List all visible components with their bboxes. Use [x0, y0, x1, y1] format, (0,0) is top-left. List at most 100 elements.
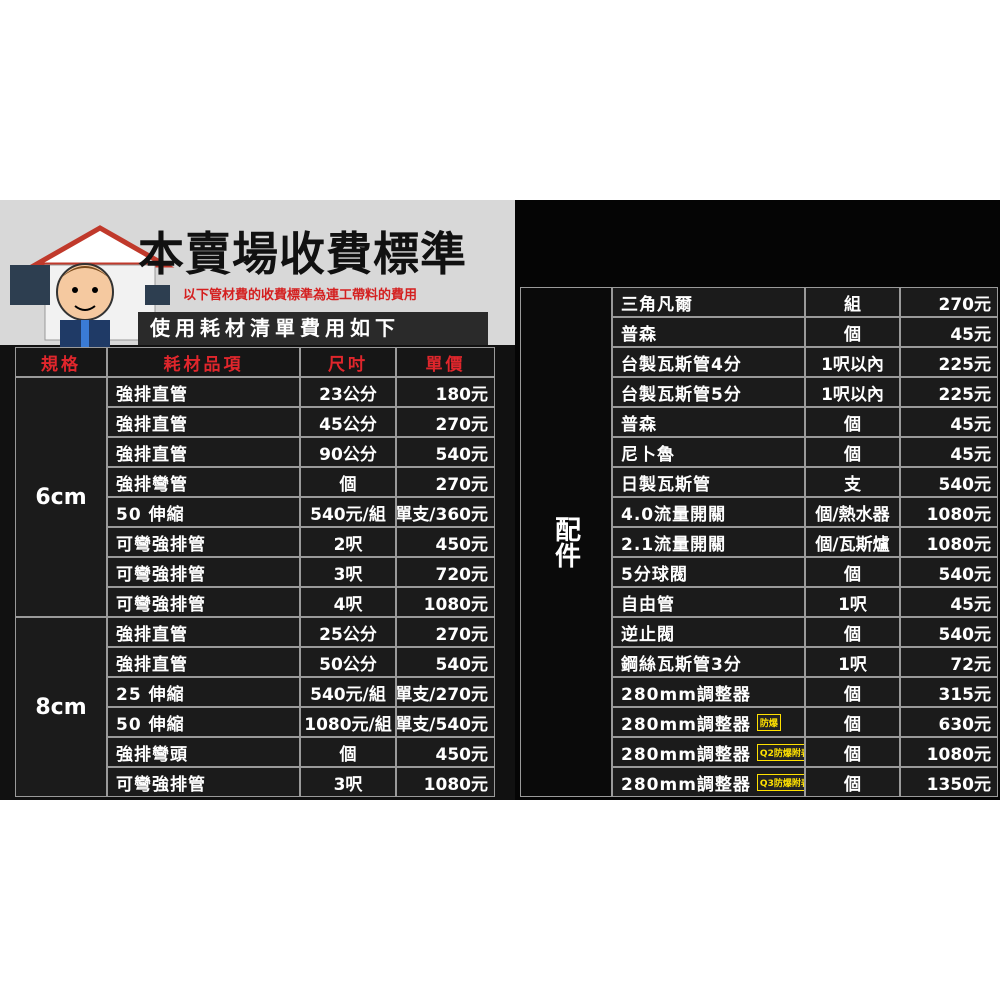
unit-cell: 個 [805, 737, 900, 767]
price-cell-text: 單支/360元 [396, 504, 488, 525]
price-cell: 225元 [900, 377, 998, 407]
item-cell: 強排直管 [107, 437, 300, 467]
price-cell: 45元 [900, 437, 998, 467]
unit-cell-text: 個/瓦斯爐 [815, 534, 890, 555]
category-cell-text: 配件 [550, 516, 581, 568]
item-cell-text: 強排直管 [116, 654, 188, 675]
size-cell-text: 個 [339, 744, 357, 765]
price-cell: 540元 [900, 617, 998, 647]
unit-cell-text: 支 [844, 474, 861, 495]
price-cell-text: 45元 [950, 444, 991, 465]
item-cell: 逆止閥 [612, 617, 805, 647]
size-cell-text: 4呎 [333, 594, 363, 615]
size-cell-text: 540元/組 [310, 504, 386, 525]
unit-cell-text: 個 [844, 624, 861, 645]
price-cell: 1080元 [396, 587, 495, 617]
item-cell-text: 三角凡爾 [621, 294, 693, 315]
item-cell: 尼卜魯 [612, 437, 805, 467]
unit-cell: 個 [805, 617, 900, 647]
price-cell: 1080元 [396, 767, 495, 797]
price-cell: 540元 [396, 647, 495, 677]
tag: Q2防爆附表 [756, 743, 804, 761]
size-cell-text: 3呎 [333, 564, 363, 585]
unit-cell-text: 個 [844, 744, 861, 765]
price-cell-text: 1080元 [926, 504, 991, 525]
size-cell-text: 個 [339, 474, 357, 495]
price-cell-text: 單支/540元 [396, 714, 488, 735]
size-cell: 23公分 [300, 377, 396, 407]
spec-cell-text: 8cm [35, 694, 87, 720]
item-cell: 280mm調整器 Q2防爆附表 [612, 737, 805, 767]
item-cell: 強排直管 [107, 617, 300, 647]
column-header: 耗材品項 [107, 347, 300, 377]
price-cell-text: 450元 [435, 534, 489, 555]
item-cell: 台製瓦斯管5分 [612, 377, 805, 407]
price-cell: 45元 [900, 587, 998, 617]
size-cell: 540元/組 [300, 497, 396, 527]
unit-cell-text: 個 [844, 714, 861, 735]
item-cell-text: 可彎強排管 [116, 564, 206, 585]
subtitle: 以下管材費的收費標準為連工帶料的費用 [183, 288, 418, 303]
price-cell-text: 72元 [950, 654, 991, 675]
unit-cell: 組 [805, 287, 900, 317]
item-cell-text: 25 伸縮 [116, 684, 185, 705]
unit-cell: 個 [805, 317, 900, 347]
price-cell: 315元 [900, 677, 998, 707]
price-cell: 45元 [900, 407, 998, 437]
size-cell-text: 45公分 [319, 414, 377, 435]
item-cell: 台製瓦斯管4分 [612, 347, 805, 377]
smile [74, 305, 96, 311]
unit-cell-text: 1呎以內 [821, 354, 884, 375]
size-cell: 50公分 [300, 647, 396, 677]
price-cell: 630元 [900, 707, 998, 737]
size-cell-text: 3呎 [333, 774, 363, 795]
item-cell: 自由管 [612, 587, 805, 617]
size-cell-text: 90公分 [319, 444, 377, 465]
item-cell-text: 50 伸縮 [116, 504, 185, 525]
size-cell: 90公分 [300, 437, 396, 467]
price-cell-text: 225元 [938, 354, 992, 375]
item-cell: 普森 [612, 407, 805, 437]
size-cell: 540元/組 [300, 677, 396, 707]
price-cell-text: 270元 [938, 294, 992, 315]
unit-cell-text: 個 [844, 564, 861, 585]
item-cell-text: 台製瓦斯管4分 [621, 354, 742, 375]
item-cell: 強排彎頭 [107, 737, 300, 767]
unit-cell: 個 [805, 677, 900, 707]
unit-cell-text: 1呎以內 [821, 384, 884, 405]
price-cell: 720元 [396, 557, 495, 587]
column-header-text: 尺吋 [328, 354, 368, 375]
eye [92, 287, 98, 293]
unit-cell: 個 [805, 407, 900, 437]
price-cell-text: 1080元 [423, 594, 488, 615]
unit-cell: 支 [805, 467, 900, 497]
title: 本賣場收費標準 [138, 227, 467, 281]
item-cell-text: 普森 [621, 324, 657, 345]
price-cell-text: 540元 [435, 654, 489, 675]
item-cell-text: 4.0流量開關 [621, 504, 727, 525]
price-cell-text: 540元 [435, 444, 489, 465]
tag: Q3防爆附表 [756, 773, 804, 791]
item-cell: 強排直管 [107, 377, 300, 407]
unit-cell-text: 個/熱水器 [815, 504, 890, 525]
price-cell: 72元 [900, 647, 998, 677]
item-cell-text: 日製瓦斯管 [621, 474, 711, 495]
price-cell-text: 270元 [435, 414, 489, 435]
unit-cell: 個 [805, 557, 900, 587]
item-cell-text: 強排彎管 [116, 474, 188, 495]
item-cell-text: 280mm調整器 [621, 714, 751, 735]
column-header: 規格 [15, 347, 107, 377]
tag: 防爆 [756, 713, 781, 731]
eye [72, 287, 78, 293]
item-cell-text: 50 伸縮 [116, 714, 185, 735]
face [56, 263, 114, 321]
price-cell-text: 1080元 [926, 744, 991, 765]
unit-cell-text: 1呎 [838, 654, 867, 675]
price-cell-text: 540元 [938, 564, 992, 585]
price-cell-text: 單支/270元 [396, 684, 488, 705]
item-cell-text: 台製瓦斯管5分 [621, 384, 742, 405]
price-cell-text: 1350元 [926, 774, 991, 795]
item-cell-text: 鋼絲瓦斯管3分 [621, 654, 742, 675]
spec-cell-text: 6cm [35, 484, 87, 510]
